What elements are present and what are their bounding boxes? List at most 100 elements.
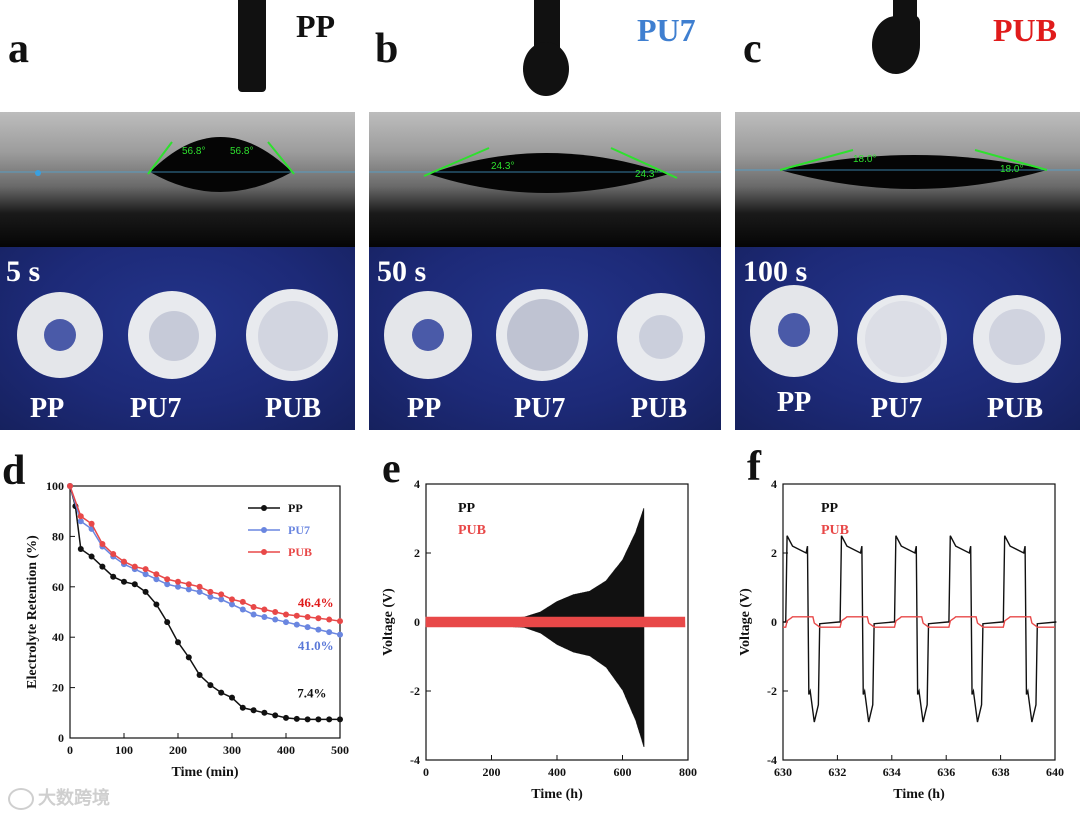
data-point-pp [218, 689, 225, 696]
data-point-pp [293, 715, 300, 722]
data-point-pp [207, 682, 214, 689]
data-point-pp [337, 716, 343, 723]
disc-label-pp: PP [777, 387, 812, 418]
data-point-pu7 [337, 631, 343, 638]
legend-marker [261, 549, 267, 555]
data-point-pub [121, 558, 127, 565]
data-point-pu7 [250, 611, 257, 618]
y-axis-title: Electrolyte Retention (%) [25, 535, 40, 689]
chart-voltage-zoom: 630 632 634 636 638 640 -4 -2 0 2 4 Time (h) Voltage… [738, 477, 1064, 802]
plot-frame [69, 485, 341, 739]
data-point-pp [196, 672, 203, 678]
y-tick-label: -4 [410, 753, 420, 767]
series-line-pp [425, 508, 645, 748]
y-tick-label: 4 [771, 477, 777, 491]
data-point-pu7 [272, 616, 279, 623]
x-tick-label: 400 [277, 743, 295, 757]
series-line-pp [783, 535, 1057, 723]
separator-photo: 5 s PP PU7 PUB [0, 247, 355, 430]
data-point-pub [304, 614, 311, 621]
data-point-pu7 [293, 621, 300, 628]
data-point-pu7 [326, 629, 333, 636]
wetted-spot [778, 313, 810, 347]
x-tick-label: 634 [883, 765, 901, 779]
chart-voltage-long: 0 200 400 600 800 -4 -2 0 2 4 Time (h) Voltage (V) P… [381, 477, 697, 802]
separator-photo: 100 s PP PU7 PUB [735, 247, 1080, 430]
x-tick-label: 200 [483, 765, 501, 779]
panel-letter-a: a [8, 26, 29, 72]
y-tick-label: 20 [52, 681, 64, 695]
data-point-pub [77, 513, 84, 520]
x-tick-label: 100 [115, 743, 133, 757]
disc-label-pu7: PU7 [871, 393, 923, 424]
legend-label: PP [458, 501, 476, 516]
panel-b: b PU7 24.3° 24.3° 50 s PP PU7 PUB [369, 0, 721, 430]
data-point-pu7 [175, 583, 181, 590]
wetted-spot [149, 311, 199, 361]
x-tick-label: 636 [937, 765, 955, 779]
separator-photo: 50 s PP PU7 PUB [369, 247, 721, 430]
data-point-pub [164, 576, 171, 583]
legend-marker [261, 505, 267, 511]
panel-letter-b: b [375, 26, 399, 72]
data-point-pub [131, 563, 138, 570]
data-point-pu7 [239, 606, 246, 613]
data-point-pub [175, 578, 181, 585]
data-point-pu7 [196, 588, 203, 595]
series-line-pub [425, 616, 686, 628]
data-point-pp [153, 601, 160, 608]
x-tick-label: 638 [992, 765, 1010, 779]
data-point-pu7 [207, 593, 214, 600]
needle [238, 0, 266, 92]
y-tick-label: 0 [771, 615, 777, 629]
x-tick-label: 400 [548, 765, 566, 779]
x-axis-title: Time (h) [531, 787, 583, 802]
x-tick-label: 800 [679, 765, 697, 779]
y-tick-label: 0 [414, 615, 420, 629]
annotation-label: 7.4% [297, 686, 326, 701]
pendant-drop [872, 16, 920, 74]
data-point-pub [88, 520, 95, 527]
data-point-pp [283, 714, 289, 721]
data-point-pub [67, 483, 73, 489]
angle-left-c: 18.0° [853, 154, 876, 165]
data-point-pp [131, 581, 138, 588]
time-label-c: 100 s [743, 255, 808, 288]
contact-angle-image: 56.8° 56.8° [0, 112, 355, 247]
annotation-label: 41.0% [298, 638, 334, 653]
droplet-svg: 18.0° 18.0° [735, 149, 1080, 189]
data-point-pu7 [77, 518, 84, 525]
angle-right-b: 24.3° [635, 169, 658, 180]
data-point-pp [229, 694, 235, 701]
panel-letter-c: c [743, 26, 762, 72]
data-point-pub [229, 596, 235, 603]
data-point-pp [315, 716, 322, 723]
data-point-pub [207, 588, 214, 595]
data-point-pp [110, 573, 117, 580]
x-tick-label: 0 [67, 743, 73, 757]
y-tick-label: -2 [767, 684, 777, 698]
data-point-pu7 [218, 596, 225, 603]
data-point-pu7 [164, 581, 171, 588]
disc-label-pp: PP [407, 393, 442, 424]
data-point-pub [337, 618, 343, 625]
data-point-pu7 [315, 626, 322, 633]
panel-a: a PP 56.8° 56.8° 5 s PP PU7 PUB [0, 0, 355, 430]
data-point-pub [218, 591, 225, 598]
wetted-spot [865, 301, 941, 377]
data-point-pu7 [283, 619, 289, 626]
disc-label-pub: PUB [631, 393, 687, 424]
wetted-spot [989, 309, 1045, 365]
y-axis-title: Voltage (V) [381, 588, 396, 656]
wetted-spot [44, 319, 76, 351]
x-tick-label: 0 [423, 765, 429, 779]
data-point-pp [304, 716, 311, 723]
watermark-logo-icon [8, 788, 34, 811]
data-point-pp [142, 588, 149, 595]
panel-c: c PUB 18.0° 18.0° 100 s PP PU7 PUB [735, 0, 1080, 430]
x-tick-label: 500 [331, 743, 349, 757]
contact-angle-image: 24.3° 24.3° [369, 112, 721, 247]
data-point-pp [175, 639, 181, 646]
data-point-pub [293, 612, 300, 619]
data-point-pp [261, 709, 268, 716]
